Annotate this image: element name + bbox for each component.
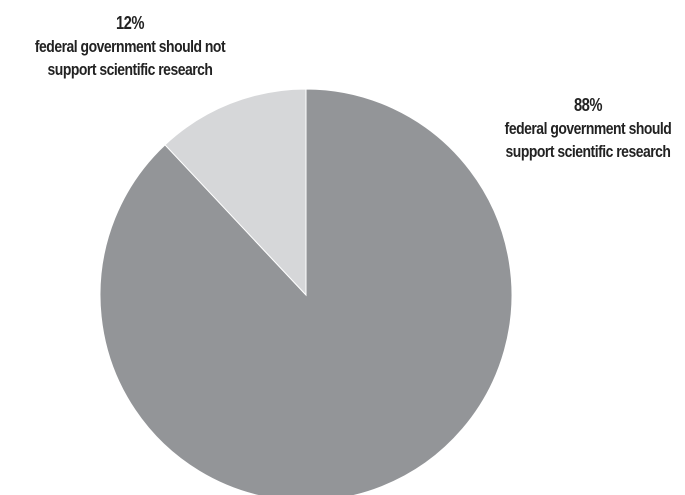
slice-text-not-support-line2: support scientific research bbox=[47, 60, 213, 79]
slice-text-not-support-line1: federal government should not bbox=[34, 37, 226, 56]
slice-percent-not-support: 12% bbox=[115, 13, 145, 33]
slice-text-support-line1: federal government should bbox=[504, 119, 672, 138]
slice-label-support: 88% federal government should support sc… bbox=[498, 94, 678, 163]
slice-percent-support: 88% bbox=[573, 95, 603, 115]
slice-label-not-support: 12% federal government should not suppor… bbox=[23, 12, 236, 81]
pie-slice-support bbox=[99, 88, 513, 495]
slice-text-support-line2: support scientific research bbox=[505, 142, 671, 161]
pie-slice-not-support bbox=[164, 88, 307, 297]
